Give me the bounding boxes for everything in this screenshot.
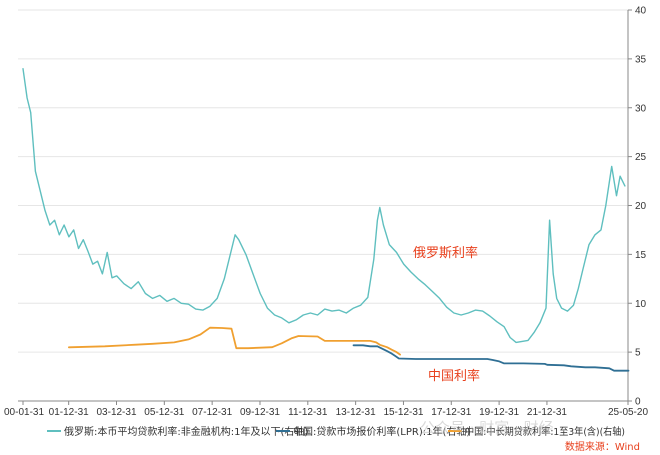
legend: 俄罗斯:本币平均贷款利率:非金融机构:1年及以下(右轴) 中国:贷款市场报价利率…	[47, 425, 625, 438]
x-tick-label: 25-05-20	[608, 407, 648, 418]
x-tick-label: 13-12-31	[336, 407, 376, 418]
y-tick-label: 15	[635, 250, 647, 261]
legend-item-russia: 俄罗斯:本币平均贷款利率:非金融机构:1年及以下(右轴)	[47, 425, 308, 438]
x-tick-label: 07-12-31	[192, 407, 232, 418]
y-tick-label: 40	[635, 6, 647, 17]
y-tick-label: 25	[635, 152, 647, 163]
series-line-russia	[22, 68, 626, 344]
russia-rate-annotation: 俄罗斯利率	[413, 245, 478, 261]
series-line-china-mid-long	[68, 326, 401, 356]
x-axis-ticks: 00-01-31 01-12-31 03-12-31 05-12-31 07-12-31…	[4, 401, 648, 418]
y-tick-label: 30	[635, 103, 647, 114]
series-lines	[22, 68, 630, 372]
watermark: 公众号 · 财富 · 财经	[420, 419, 554, 437]
y-tick-label: 5	[635, 348, 641, 359]
legend-label-china-lpr: 中国:贷款市场报价利率(LPR):1年(右轴)	[293, 425, 470, 438]
legend-label-russia: 俄罗斯:本币平均贷款利率:非金融机构:1年及以下(右轴)	[64, 425, 308, 438]
x-tick-label: 21-12-31	[527, 407, 567, 418]
x-tick-label: 19-12-31	[479, 407, 519, 418]
x-tick-label: 15-12-31	[383, 407, 423, 418]
y-tick-label: 0	[635, 397, 641, 408]
legend-label-china-mid-long: 中国:中长期贷款利率:1至3年(含)(右轴)	[465, 425, 625, 438]
y-tick-label: 10	[635, 299, 647, 310]
x-tick-label: 11-12-31	[288, 407, 328, 418]
y-axis-ticks: 0 5 10 15 20 25 30 35 40	[628, 6, 647, 408]
china-rate-annotation: 中国利率	[428, 368, 480, 384]
x-tick-label: 05-12-31	[144, 407, 184, 418]
y-tick-label: 35	[635, 54, 647, 65]
gridlines	[18, 9, 628, 353]
x-tick-label: 03-12-31	[96, 407, 136, 418]
series-line-china-lpr	[352, 344, 630, 372]
legend-item-china-mid-long: 中国:中长期贷款利率:1至3年(含)(右轴)	[448, 425, 625, 438]
x-tick-label: 00-01-31	[4, 407, 44, 418]
y-tick-label: 20	[635, 201, 647, 212]
x-tick-label: 09-12-31	[240, 407, 280, 418]
x-tick-label: 01-12-31	[49, 407, 89, 418]
x-tick-label: 17-12-31	[431, 407, 471, 418]
legend-item-china-lpr: 中国:贷款市场报价利率(LPR):1年(右轴)	[276, 425, 470, 438]
data-source: 数据来源：Wind	[565, 440, 640, 453]
